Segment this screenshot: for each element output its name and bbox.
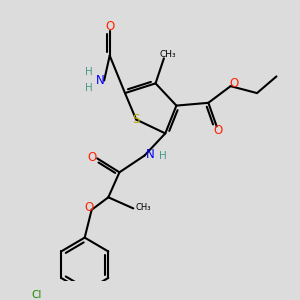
Text: O: O [84,200,94,214]
Text: CH₃: CH₃ [135,202,151,211]
Text: H: H [85,67,93,77]
Text: S: S [132,113,140,126]
Text: CH₃: CH₃ [160,50,176,59]
Text: H: H [160,151,167,161]
Text: N: N [146,148,154,161]
Text: Cl: Cl [31,290,41,300]
Text: O: O [88,151,97,164]
Text: O: O [105,20,114,33]
Text: H: H [85,82,93,92]
Text: O: O [214,124,223,137]
Text: N: N [96,74,104,87]
Text: O: O [229,77,239,90]
